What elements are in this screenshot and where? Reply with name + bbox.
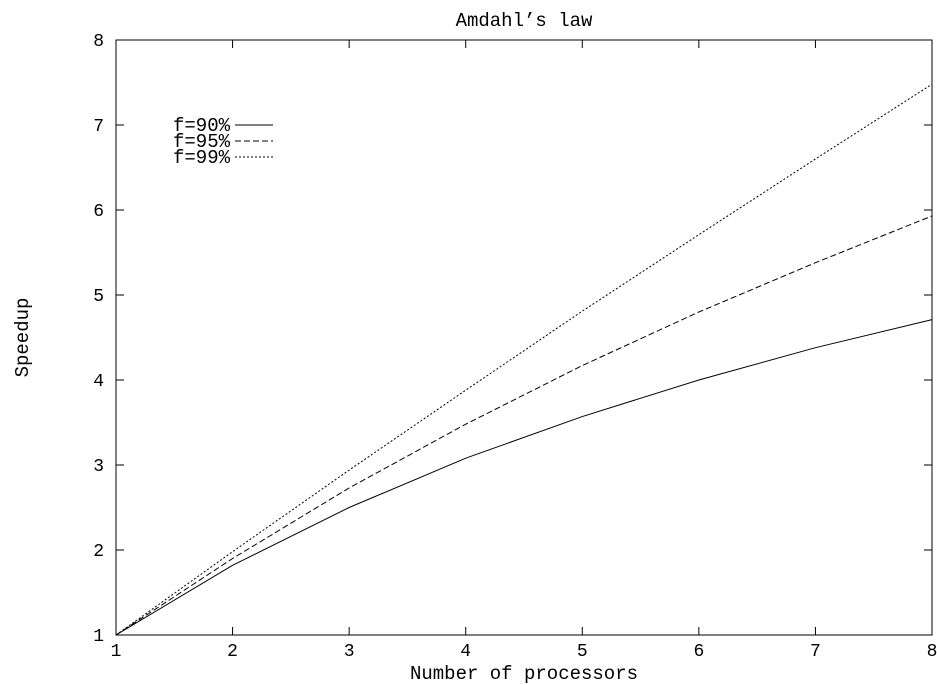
y-axis-title: Speedup bbox=[12, 298, 34, 378]
y-tick-label: 7 bbox=[93, 117, 104, 137]
legend-label-3: f=99% bbox=[173, 147, 231, 169]
x-axis-title: Number of processors bbox=[410, 663, 638, 685]
y-tick-label: 8 bbox=[93, 32, 104, 52]
y-tick-label: 5 bbox=[93, 287, 104, 307]
x-tick-label: 4 bbox=[460, 642, 471, 662]
series-line-2 bbox=[115, 215, 933, 636]
axis-ticks: 1 2 3 4 5 6 7 8 1 2 3 4 5 6 7 8 bbox=[93, 32, 937, 662]
x-tick-label: 2 bbox=[227, 642, 238, 662]
y-tick-label: 2 bbox=[93, 542, 104, 562]
y-tick-label: 3 bbox=[93, 457, 104, 477]
legend: f=90%f=95%f=99% bbox=[173, 115, 273, 169]
legend-label-1: f=90% bbox=[173, 115, 231, 137]
chart-title: Amdahl’s law bbox=[456, 10, 593, 32]
y-tick-label: 6 bbox=[93, 202, 104, 222]
plot-frame bbox=[115, 39, 933, 636]
legend-label-2: f=95% bbox=[173, 131, 231, 153]
x-tick-label: 5 bbox=[577, 642, 588, 662]
series-lines bbox=[115, 83, 933, 636]
x-tick-label: 6 bbox=[693, 642, 704, 662]
y-tick-label: 4 bbox=[93, 372, 104, 392]
series-line-1 bbox=[115, 319, 933, 636]
y-tick-label: 1 bbox=[93, 627, 104, 647]
series-line-3 bbox=[115, 83, 933, 636]
x-tick-label: 7 bbox=[810, 642, 821, 662]
x-tick-label: 8 bbox=[927, 642, 937, 662]
x-tick-label: 1 bbox=[111, 642, 122, 662]
x-tick-label: 3 bbox=[344, 642, 355, 662]
